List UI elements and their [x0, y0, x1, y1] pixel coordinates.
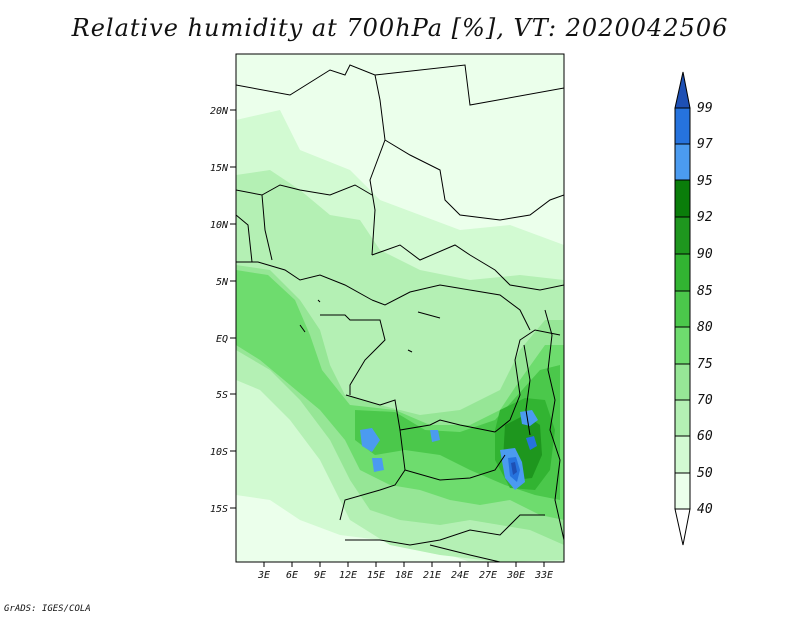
lat-label: 15S	[210, 504, 228, 515]
colorbar-arrow-top	[674, 71, 691, 109]
lon-label: 27E	[479, 570, 497, 581]
lon-label: 12E	[339, 570, 357, 581]
lat-label: 5N	[216, 277, 229, 288]
colorbar-segment	[674, 179, 691, 218]
colorbar-label: 50	[697, 466, 713, 481]
rh-95-region	[360, 410, 538, 490]
colorbar-segment	[674, 472, 691, 510]
map-title: Relative humidity at 700hPa [%], VT: 202…	[71, 14, 729, 42]
lon-label: 3E	[257, 570, 270, 581]
colorbar-label: 70	[697, 393, 713, 408]
colorbar-label: 95	[697, 174, 713, 189]
lat-label: 20N	[210, 106, 229, 117]
lat-label: 15N	[210, 163, 229, 174]
colorbar-segment	[674, 290, 691, 328]
map-frame	[235, 53, 565, 563]
lat-label: EQ	[216, 334, 228, 345]
country-borders	[236, 64, 564, 562]
lon-axis: 3E 6E 9E 12E 15E 18E 21E 24E 27E 30E 33E	[257, 562, 553, 581]
colorbar-label: 75	[697, 357, 713, 372]
lon-label: 30E	[506, 570, 525, 581]
rh-99-region	[511, 462, 517, 475]
humidity-field	[236, 54, 564, 562]
colorbar-label: 97	[697, 137, 713, 152]
colorbar-arrow-bottom	[674, 508, 691, 546]
lat-label: 10N	[210, 220, 229, 231]
lon-label: 33E	[534, 570, 553, 581]
colorbar: 99 97 95 92 90 85 80 75 70 60 50 40	[674, 71, 713, 546]
lon-label: 6E	[286, 570, 298, 581]
lon-label: 9E	[314, 570, 326, 581]
lat-label: 10S	[210, 447, 228, 458]
lat-label: 5S	[216, 390, 228, 401]
colorbar-label: 90	[697, 247, 713, 262]
colorbar-segment	[674, 326, 691, 365]
colorbar-label: 80	[697, 320, 713, 335]
lon-label: 21E	[423, 570, 441, 581]
colorbar-label: 99	[697, 101, 713, 116]
lon-label: 15E	[367, 570, 385, 581]
colorbar-segment	[674, 363, 691, 401]
colorbar-segment	[674, 435, 691, 474]
colorbar-segment	[674, 107, 691, 145]
footer-credit: GrADS: IGES/COLA	[4, 604, 91, 614]
lon-label: 24E	[451, 570, 469, 581]
colorbar-segment	[674, 253, 691, 292]
colorbar-segment	[674, 399, 691, 437]
colorbar-segment	[674, 216, 691, 255]
colorbar-label: 92	[697, 210, 713, 225]
lat-axis: 20N 15N 10N 5N EQ 5S 10S 15S	[210, 106, 236, 515]
colorbar-label: 60	[697, 429, 713, 444]
colorbar-label: 40	[697, 502, 713, 517]
colorbar-segment	[674, 143, 691, 181]
colorbar-label: 85	[697, 284, 713, 299]
lon-label: 18E	[395, 570, 413, 581]
